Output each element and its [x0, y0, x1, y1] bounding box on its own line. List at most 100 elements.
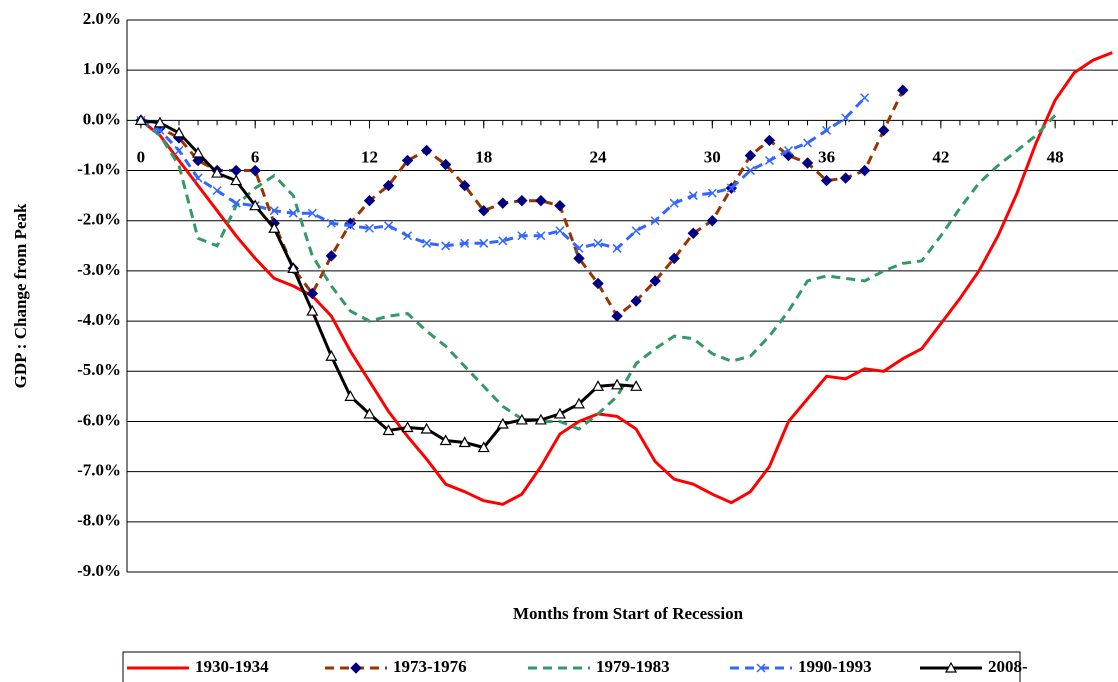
point [783, 145, 794, 156]
point [897, 84, 909, 96]
point [325, 250, 338, 262]
y-tick-label: -9.0% [77, 561, 121, 580]
point [172, 126, 186, 138]
point [878, 124, 890, 137]
point [592, 277, 604, 290]
point [401, 421, 414, 433]
point [249, 199, 262, 211]
point [325, 349, 338, 361]
legend-marker [944, 661, 958, 673]
y-tick-label: 2.0% [83, 9, 121, 28]
x-tick-label: 24 [590, 147, 608, 166]
point [153, 116, 166, 128]
x-tick-label: 0 [137, 147, 146, 166]
point [287, 262, 300, 273]
point [382, 424, 395, 436]
point [649, 275, 661, 287]
point [630, 380, 643, 391]
point [650, 216, 660, 226]
point [554, 199, 566, 212]
x-tick-label: 30 [704, 147, 721, 166]
point [420, 144, 433, 157]
point [382, 179, 395, 192]
point [706, 215, 719, 227]
point [726, 183, 736, 193]
point [631, 226, 641, 236]
y-tick-label: -4.0% [77, 310, 121, 329]
point [572, 397, 585, 409]
point [307, 208, 317, 218]
point [668, 252, 680, 265]
point [536, 231, 546, 241]
series-line [139, 114, 1057, 431]
series-line [140, 96, 866, 250]
legend-label: 1990-1993 [798, 657, 872, 676]
y-tick-label: -2.0% [77, 210, 121, 229]
point [534, 413, 547, 425]
y-tick-label: -5.0% [77, 360, 121, 379]
point [192, 154, 204, 167]
point [593, 238, 603, 248]
point [249, 164, 261, 177]
point [573, 252, 585, 265]
point [515, 413, 528, 425]
point [134, 114, 147, 125]
point [517, 231, 527, 241]
x-tick-label: 6 [251, 147, 260, 166]
point [288, 208, 298, 218]
point [822, 125, 832, 135]
point [363, 407, 376, 419]
legend-box [122, 651, 1021, 682]
x-tick-label: 42 [932, 147, 949, 166]
point [858, 164, 871, 177]
point [383, 221, 394, 231]
point [230, 174, 243, 186]
point [441, 241, 451, 251]
point [763, 134, 776, 147]
point [574, 243, 584, 253]
point [460, 238, 470, 248]
point [764, 155, 774, 166]
point [439, 158, 452, 171]
point [420, 422, 433, 434]
point [744, 149, 757, 162]
point [516, 194, 528, 207]
legend-label: 1930-1934 [195, 657, 269, 676]
point [839, 172, 852, 184]
point [403, 231, 413, 241]
point [364, 223, 374, 233]
point [555, 226, 565, 236]
point [306, 304, 319, 316]
y-tick-label: -8.0% [77, 511, 121, 530]
point [841, 113, 851, 123]
point [535, 194, 547, 207]
point [479, 238, 489, 248]
point [268, 222, 281, 233]
point [174, 145, 184, 156]
point [498, 236, 508, 246]
point [592, 380, 605, 391]
y-tick-label: -3.0% [77, 260, 121, 279]
point [458, 179, 471, 192]
y-tick-label: 0.0% [83, 109, 121, 128]
x-axis-title: Months from Start of Recession [513, 604, 744, 623]
point [860, 93, 870, 103]
point [803, 138, 813, 148]
y-axis-title: GDP : Change from Peak [11, 203, 30, 388]
x-tick-label: 36 [818, 147, 835, 166]
point [611, 378, 624, 390]
point [611, 310, 623, 322]
point [496, 417, 509, 429]
y-tick-label: -7.0% [77, 461, 121, 480]
point [344, 390, 357, 401]
x-tick-label: 18 [475, 147, 492, 166]
series-line [140, 118, 637, 450]
legend-label: 1979-1983 [596, 657, 670, 676]
point [211, 166, 224, 178]
point [669, 198, 679, 208]
point [458, 436, 471, 448]
legend-marker [350, 662, 362, 674]
point [193, 173, 203, 183]
point [363, 194, 376, 207]
x-tick-label: 12 [361, 147, 378, 166]
